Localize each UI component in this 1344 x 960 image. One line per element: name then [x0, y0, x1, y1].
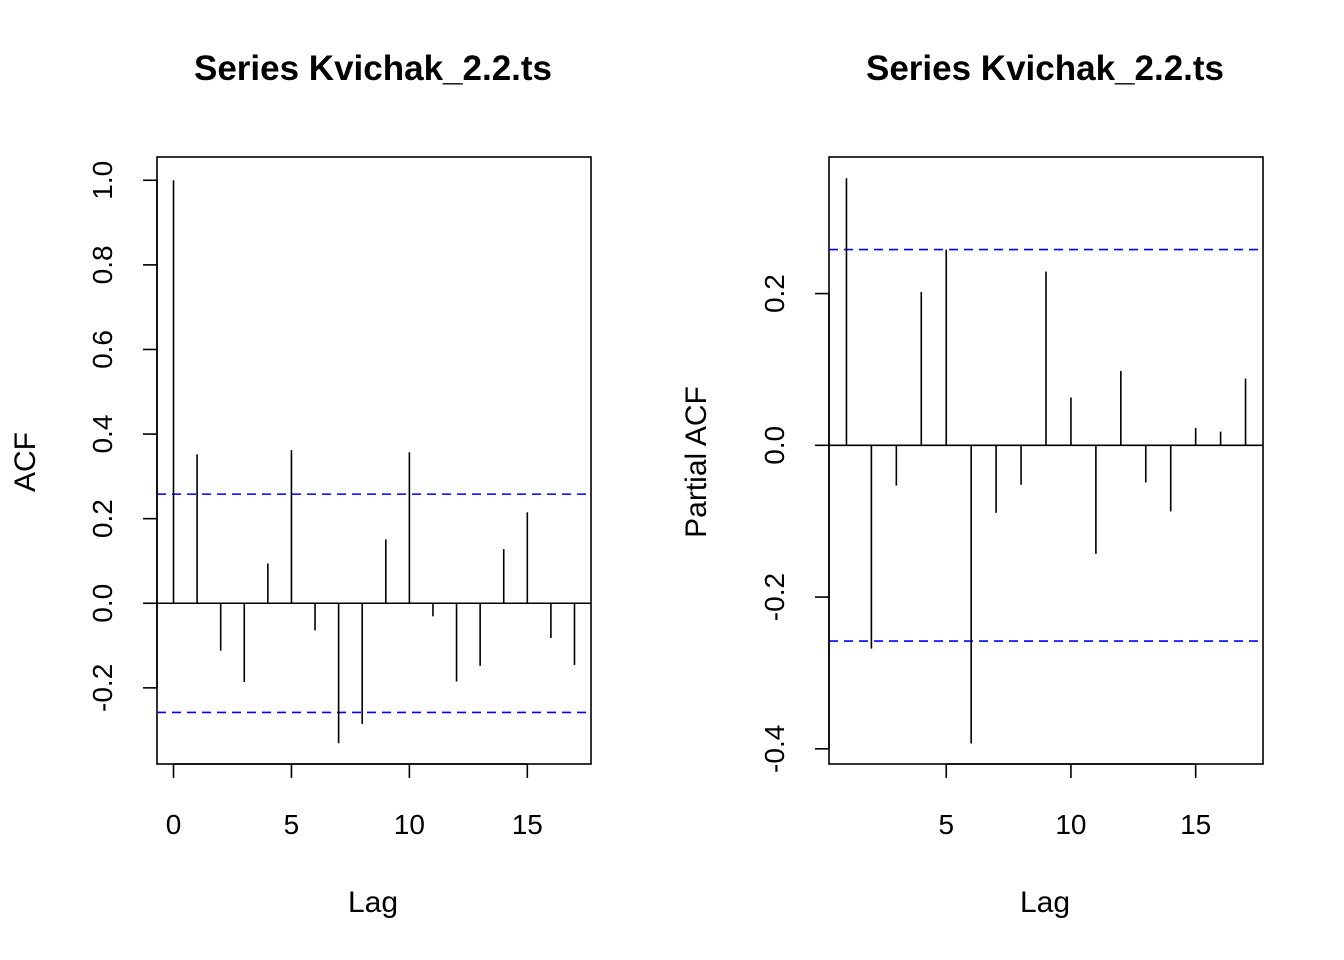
acf-y-tick-label: 0.8: [87, 245, 118, 284]
acf-title: Series Kvichak_2.2.ts: [194, 49, 552, 88]
acf-y-tick-label: 0.6: [87, 330, 118, 369]
pacf-y-tick-label: -0.2: [759, 573, 790, 621]
acf-y-tick-label: 1.0: [87, 161, 118, 200]
acf-panel: Series Kvichak_2.2.ts Lag ACF 0 5 10 15 -0.2…: [9, 49, 592, 919]
pacf-y-tick-label: 0.0: [759, 426, 790, 465]
pacf-x-tick-label: 15: [1180, 809, 1211, 840]
acf-x-tick-label: 10: [394, 809, 425, 840]
acf-x-axis-label: Lag: [348, 886, 398, 919]
acf-plot-frame: [156, 156, 592, 765]
pacf-y-tick-label: -0.4: [759, 725, 790, 773]
pacf-x-tick-label: 5: [938, 809, 954, 840]
pacf-plot-frame: [828, 156, 1264, 765]
pacf-y-tick-label: 0.2: [759, 274, 790, 313]
pacf-y-axis-label: Partial ACF: [680, 386, 713, 538]
acf-x-tick-label: 5: [284, 809, 300, 840]
acf-y-axis-label: ACF: [9, 432, 42, 492]
pacf-title: Series Kvichak_2.2.ts: [866, 49, 1224, 88]
pacf-x-axis-label: Lag: [1020, 886, 1070, 919]
acf-x-tick-label: 15: [512, 809, 543, 840]
pacf-panel: Series Kvichak_2.2.ts Lag Partial ACF 5 1…: [680, 49, 1264, 919]
acf-y-tick-label: -0.2: [87, 664, 118, 712]
acf-y-tick-label: 0.0: [87, 584, 118, 623]
pacf-x-tick-label: 10: [1055, 809, 1086, 840]
acf-y-tick-label: 0.4: [87, 415, 118, 454]
acf-x-tick-label: 0: [166, 809, 182, 840]
acf-y-tick-label: 0.2: [87, 499, 118, 538]
